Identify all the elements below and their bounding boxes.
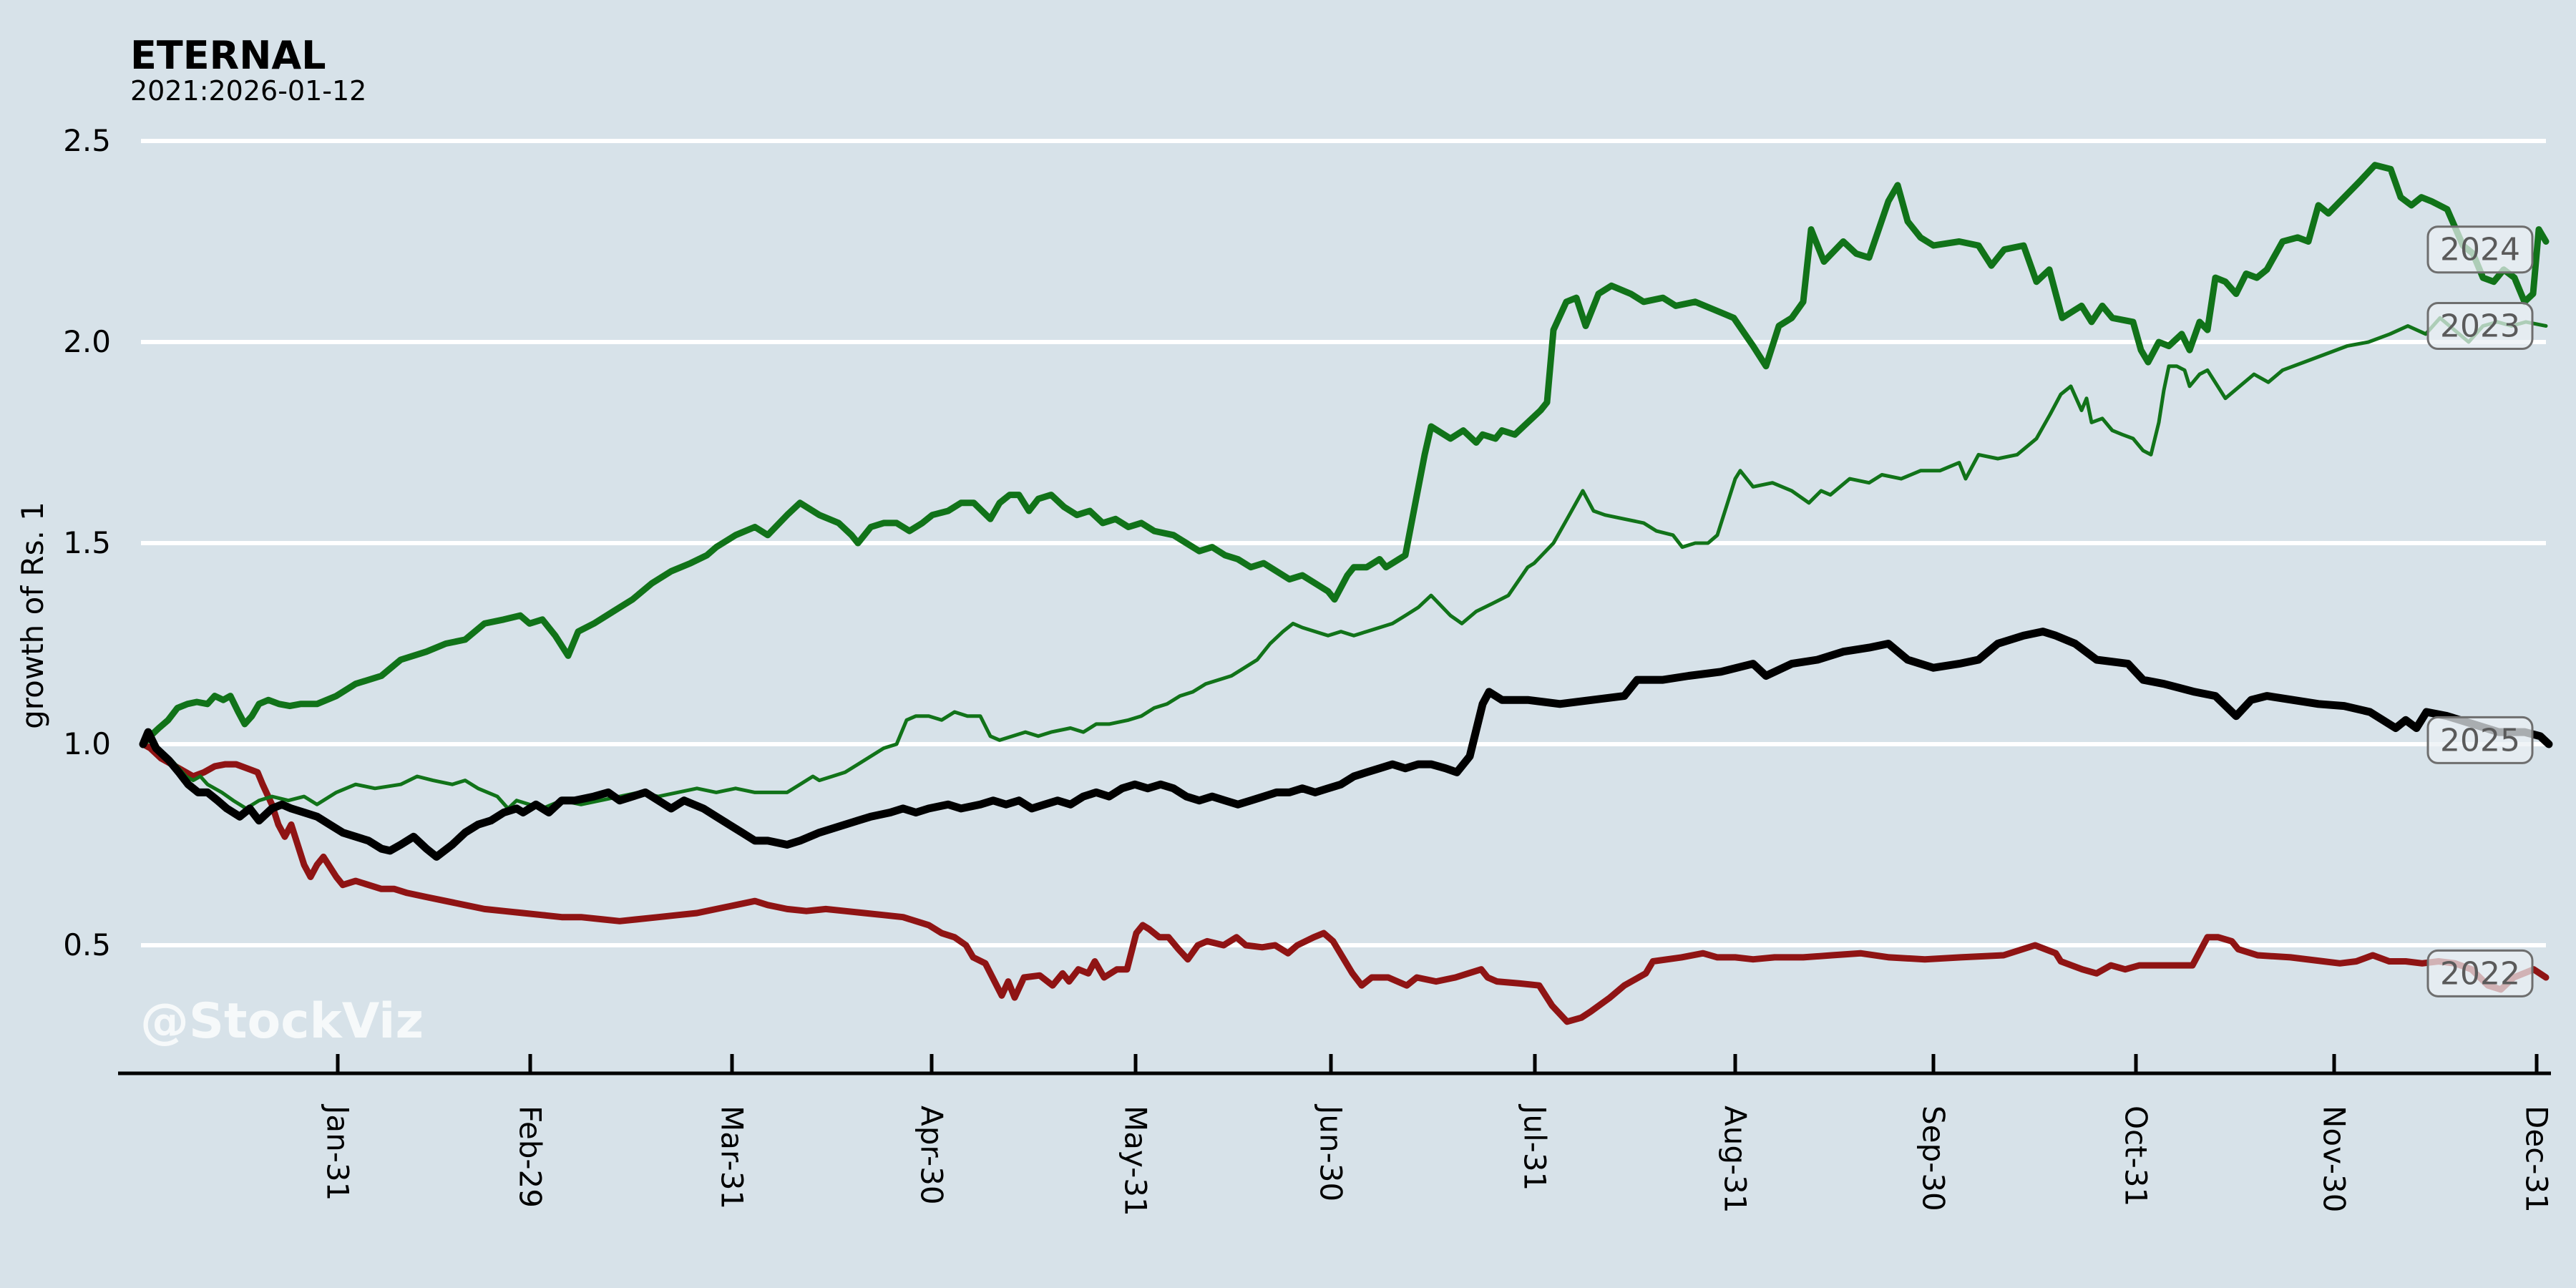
year-label-text-2023: 2023 — [2440, 308, 2520, 345]
axis-layer: Jan-31 Feb-29 Mar-31 Apr-30 May-31 Jun-30 Jul-… — [118, 1054, 2554, 1216]
year-label-text-2025: 2025 — [2440, 722, 2520, 758]
x-tick-label-Nov-30: Nov-30 — [2316, 1106, 2351, 1212]
x-tick-label-Dec-31: Dec-31 — [2519, 1106, 2554, 1213]
x-tick-label-Oct-31: Oct-31 — [2118, 1106, 2153, 1206]
x-tick-label-Jun-30: Jun-30 — [1313, 1103, 1348, 1201]
x-tick-label-Jan-31: Jan-31 — [320, 1103, 355, 1201]
x-tick-label-Sep-30: Sep-30 — [1916, 1106, 1951, 1211]
y-tick-label-0.5: 0.5 — [63, 927, 111, 962]
y-axis-label: growth of Rs. 1 — [15, 502, 50, 729]
x-tick-label-Jul-31: Jul-31 — [1517, 1103, 1552, 1191]
y-tick-label-1.0: 1.0 — [63, 726, 111, 761]
year-label-box-2022 — [2426, 949, 2534, 997]
year-label-box-2025 — [2426, 716, 2534, 764]
year-label-box-2024 — [2426, 225, 2534, 274]
year-label-text-2024: 2024 — [2440, 232, 2520, 268]
x-tick-label-May-31: May-31 — [1118, 1106, 1153, 1216]
series-line-2022 — [140, 741, 2550, 1025]
y-tick-label-2.5: 2.5 — [63, 123, 111, 158]
watermark: @StockViz — [140, 993, 424, 1050]
x-tick-label-Feb-29: Feb-29 — [512, 1106, 547, 1208]
year-label-text-2022: 2022 — [2440, 955, 2520, 992]
y-tick-label-2.0: 2.0 — [63, 324, 111, 359]
year-label-box-2023 — [2426, 302, 2534, 351]
series-line-2025 — [139, 628, 2553, 861]
chart-title: ETERNAL — [130, 33, 326, 78]
x-tick-label-Aug-31: Aug-31 — [1717, 1106, 1752, 1214]
chart-subtitle: 2021:2026-01-12 — [130, 75, 366, 107]
series-end-label-layer: 2024 2023 2025 2022 — [2426, 225, 2534, 997]
gridline-layer: 0.5 1.0 1.5 2.0 2.5 — [63, 123, 2546, 962]
x-tick-label-Mar-31: Mar-31 — [714, 1106, 749, 1209]
x-tick-label-Apr-30: Apr-30 — [914, 1106, 949, 1205]
y-tick-label-1.5: 1.5 — [63, 525, 111, 560]
series-line-2024 — [140, 162, 2550, 748]
series-layer — [139, 162, 2553, 1025]
